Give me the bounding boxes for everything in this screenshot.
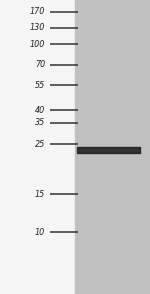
Text: 15: 15 <box>35 190 45 198</box>
Text: 100: 100 <box>30 40 45 49</box>
Text: 35: 35 <box>35 118 45 127</box>
Text: 170: 170 <box>30 7 45 16</box>
Bar <box>75 0 150 294</box>
Text: 10: 10 <box>35 228 45 237</box>
Text: 55: 55 <box>35 81 45 90</box>
Text: 25: 25 <box>35 140 45 148</box>
Text: 130: 130 <box>30 24 45 32</box>
Text: 40: 40 <box>35 106 45 115</box>
Text: 70: 70 <box>35 60 45 69</box>
Bar <box>76 147 140 153</box>
